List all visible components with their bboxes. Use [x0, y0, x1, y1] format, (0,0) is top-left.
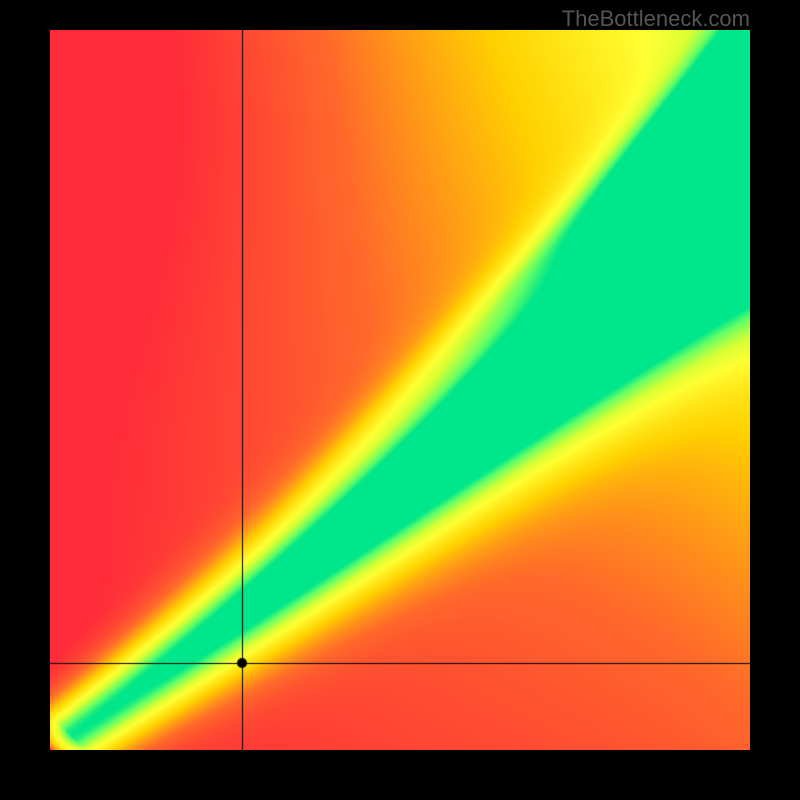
chart-container: { "chart": { "type": "heatmap", "outer_w… — [0, 0, 800, 800]
watermark-text: TheBottleneck.com — [562, 6, 750, 32]
bottleneck-heatmap — [50, 30, 750, 750]
